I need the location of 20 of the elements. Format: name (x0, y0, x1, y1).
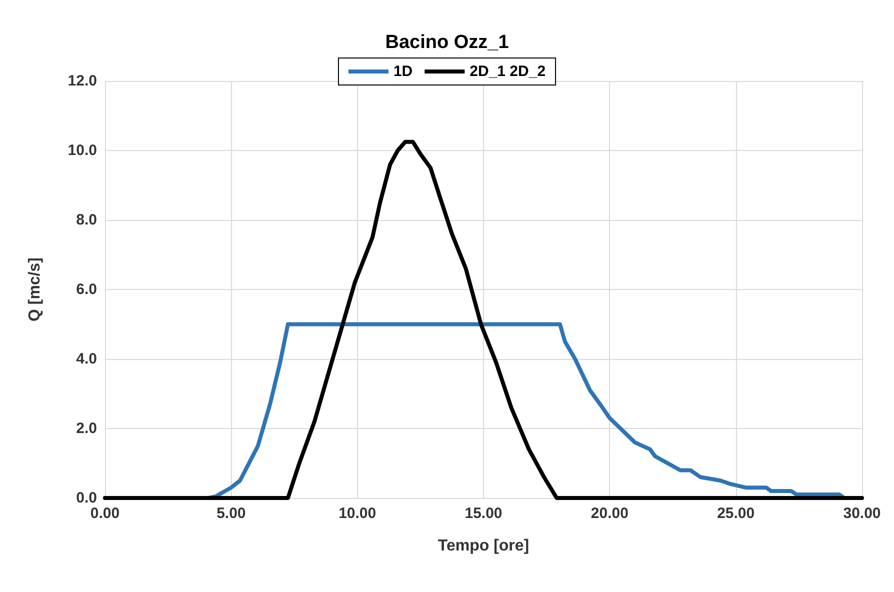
y-tick-label: 2.0 (76, 420, 97, 437)
x-tick-label: 10.00 (338, 505, 376, 522)
y-tick-label: 12.0 (68, 72, 97, 90)
y-tick-label: 6.0 (76, 281, 97, 298)
legend-label: 2D_1 2D_2 (470, 63, 546, 80)
x-axis-title: Tempo [ore] (438, 538, 530, 554)
y-tick-label: 8.0 (76, 212, 97, 228)
x-tick-label: 5.00 (216, 505, 246, 522)
legend-label: 1D (393, 63, 413, 80)
y-tick-label: 0.0 (76, 490, 97, 506)
x-tick-label: 20.00 (590, 505, 628, 522)
x-tick-label: 30.00 (843, 505, 881, 522)
x-tick-label: 15.00 (464, 505, 502, 522)
y-tick-label: 4.0 (76, 350, 97, 368)
chart-title: Bacino Ozz_1 (385, 32, 510, 53)
x-tick-label: 0.00 (90, 505, 120, 522)
y-axis-title: Q [mc/s] (26, 257, 44, 322)
y-tick-label: 10.0 (68, 142, 97, 159)
x-tick-label: 25.00 (717, 505, 755, 522)
line-series (103, 140, 864, 500)
